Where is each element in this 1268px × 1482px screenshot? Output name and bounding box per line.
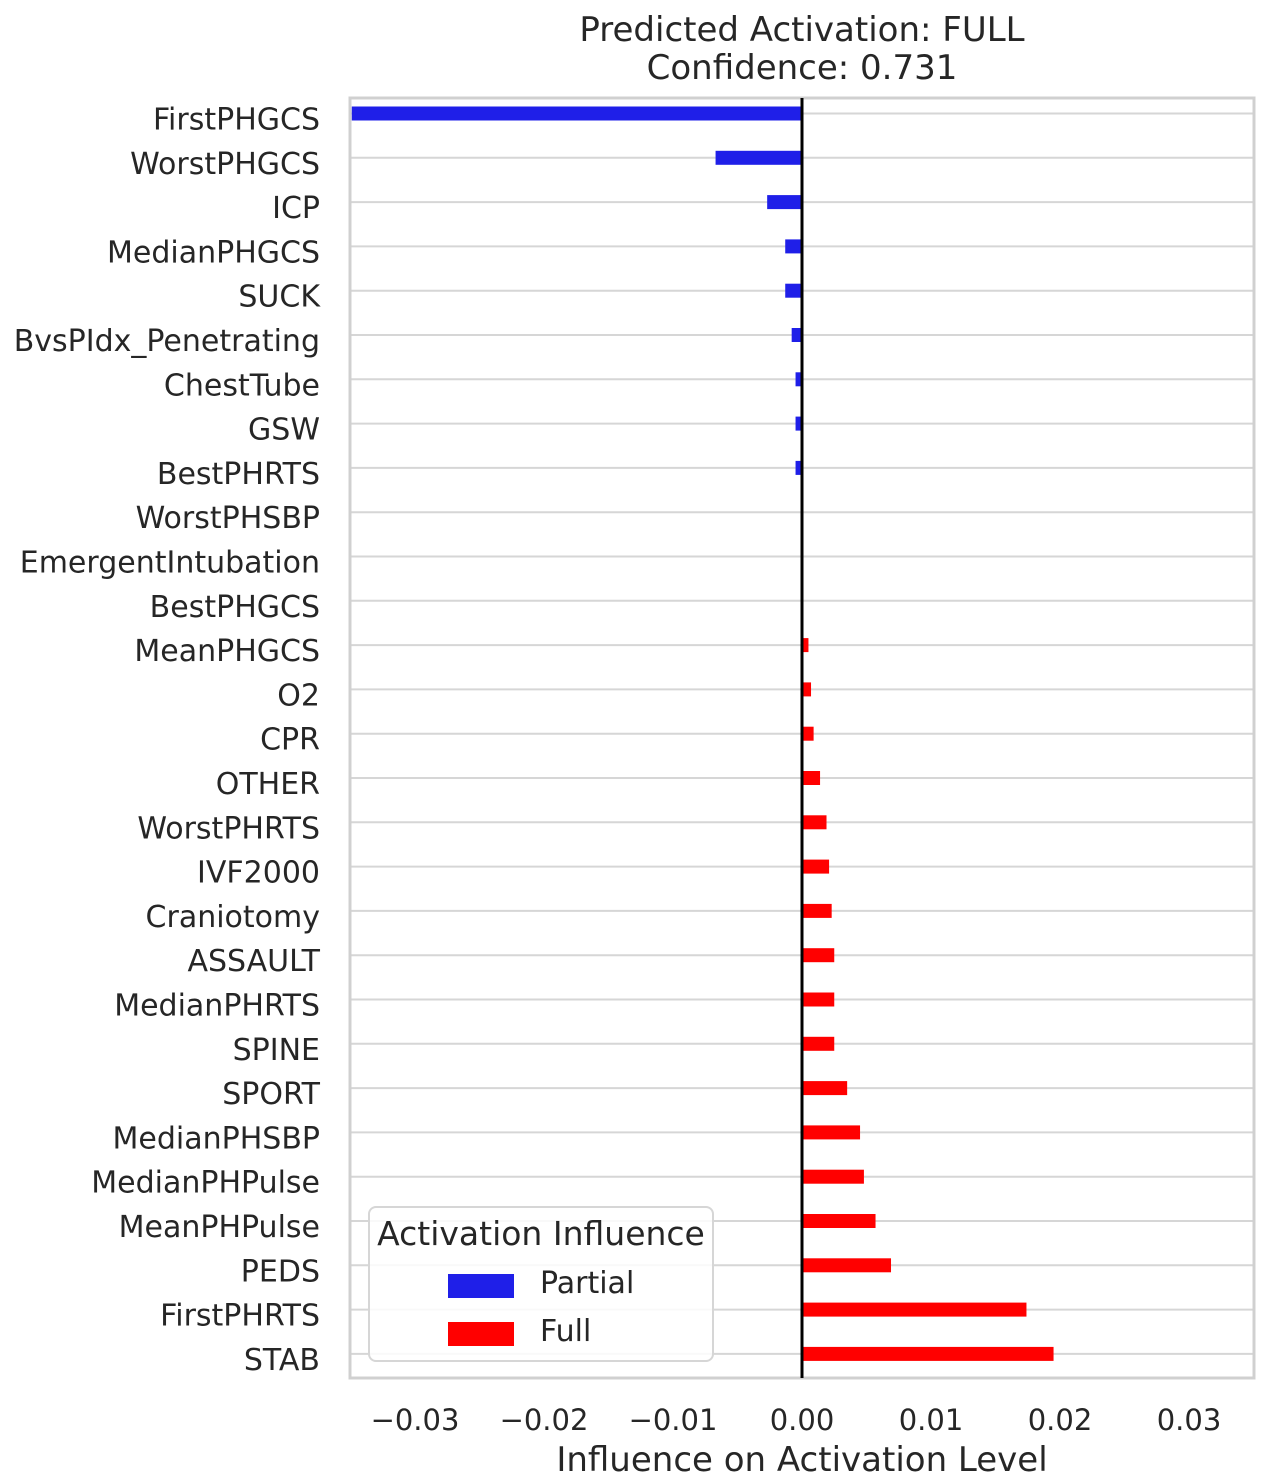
y-tick-label: MedianPHSBP bbox=[113, 1121, 320, 1156]
bar-ivf2000 bbox=[802, 859, 830, 874]
bar-stab bbox=[802, 1346, 1054, 1361]
x-tick-label: 0.02 bbox=[1028, 1403, 1093, 1437]
bar-craniotomy bbox=[802, 903, 832, 918]
y-tick-label: ChestTube bbox=[164, 368, 320, 403]
y-tick-label: ICP bbox=[272, 191, 320, 226]
y-tick-label: STAB bbox=[244, 1343, 320, 1378]
x-tick-label: −0.03 bbox=[371, 1403, 460, 1437]
bar-bvspidx-penetrating bbox=[791, 328, 802, 342]
legend-label-full: Full bbox=[540, 1314, 592, 1349]
y-tick-label: MeanPHPulse bbox=[119, 1210, 320, 1245]
bar-spine bbox=[802, 1036, 835, 1051]
bar-bestphrts bbox=[795, 460, 802, 475]
y-tick-label: MeanPHGCS bbox=[134, 634, 320, 669]
x-tick-label: −0.02 bbox=[500, 1403, 589, 1437]
y-tick-label: MedianPHRTS bbox=[114, 989, 320, 1024]
bar-firstphrts bbox=[802, 1302, 1027, 1317]
bar-meanphpulse bbox=[802, 1214, 876, 1228]
y-tick-label: Craniotomy bbox=[146, 900, 320, 935]
bar-medianphsbp bbox=[802, 1125, 861, 1140]
y-tick-label: EmergentIntubation bbox=[20, 546, 320, 581]
y-tick-label: CPR bbox=[260, 723, 320, 758]
y-tick-label: FirstPHGCS bbox=[153, 103, 320, 138]
y-tick-label: ASSAULT bbox=[187, 944, 320, 979]
y-tick-label: OTHER bbox=[216, 767, 320, 802]
bar-meanphgcs bbox=[802, 638, 809, 653]
y-tick-label: FirstPHRTS bbox=[160, 1299, 320, 1334]
y-tick-labels: FirstPHGCS WorstPHGCS ICP MedianPHGCS SUCK Bv… bbox=[14, 103, 322, 1378]
bar-icp bbox=[767, 195, 802, 210]
y-tick-label: SUCK bbox=[238, 280, 321, 315]
y-tick-label: BestPHRTS bbox=[157, 457, 320, 492]
y-tick-label: PEDS bbox=[241, 1254, 320, 1289]
chart-title: Predicted Activation: FULL bbox=[579, 10, 1025, 50]
y-tick-label: GSW bbox=[248, 413, 320, 448]
bar-gsw bbox=[795, 416, 802, 431]
bar-peds bbox=[802, 1258, 892, 1273]
bar-chesttube bbox=[795, 372, 802, 387]
bar-worstphrts bbox=[802, 815, 827, 830]
bars bbox=[351, 106, 1054, 1361]
y-tick-label: SPORT bbox=[222, 1077, 320, 1112]
bar-firstphgcs bbox=[351, 106, 802, 121]
y-tick-label: IVF2000 bbox=[197, 856, 320, 891]
x-axis-label: Influence on Activation Level bbox=[556, 1440, 1048, 1480]
x-tick-label: 0.00 bbox=[770, 1403, 835, 1437]
legend: Activation Influence Partial Full bbox=[368, 1206, 714, 1362]
y-tick-label: BestPHGCS bbox=[150, 590, 320, 625]
legend-label-partial: Partial bbox=[540, 1266, 635, 1301]
x-tick-label: 0.01 bbox=[899, 1403, 964, 1437]
bar-medianphpulse bbox=[802, 1169, 864, 1184]
bar-assault bbox=[802, 948, 835, 963]
bar-sport bbox=[802, 1081, 848, 1096]
x-tick-labels: −0.03 −0.02 −0.01 0.00 0.01 0.02 0.03 bbox=[371, 1403, 1222, 1437]
y-tick-label: BvsPIdx_Penetrating bbox=[14, 324, 320, 359]
bar-suck bbox=[785, 283, 802, 298]
y-tick-label: SPINE bbox=[233, 1033, 320, 1068]
bar-other bbox=[802, 771, 821, 785]
bar-o2 bbox=[802, 682, 812, 697]
legend-swatch-partial bbox=[448, 1274, 514, 1298]
y-tick-label: WorstPHGCS bbox=[130, 147, 320, 182]
y-tick-label: WorstPHRTS bbox=[137, 811, 320, 846]
legend-swatch-full bbox=[448, 1322, 514, 1346]
y-tick-label: MedianPHGCS bbox=[107, 235, 320, 270]
bar-medianphrts bbox=[802, 992, 835, 1007]
y-tick-label: MedianPHPulse bbox=[91, 1166, 320, 1201]
y-tick-label: WorstPHSBP bbox=[136, 501, 320, 536]
bar-worstphgcs bbox=[715, 150, 802, 165]
chart-subtitle: Confidence: 0.731 bbox=[646, 48, 958, 88]
bar-cpr bbox=[802, 726, 814, 741]
bar-medianphgcs bbox=[785, 239, 802, 254]
x-tick-label: −0.01 bbox=[629, 1403, 718, 1437]
y-tick-label: O2 bbox=[277, 678, 320, 713]
legend-title: Activation Influence bbox=[377, 1214, 705, 1253]
x-tick-label: 0.03 bbox=[1157, 1403, 1222, 1437]
